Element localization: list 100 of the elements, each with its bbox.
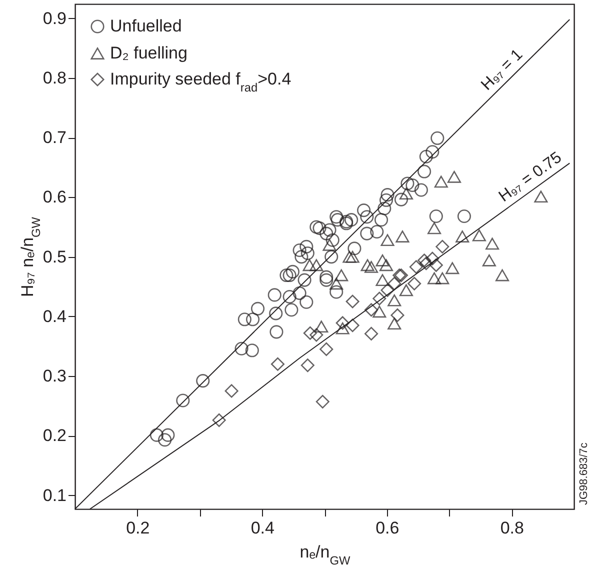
point bbox=[196, 374, 210, 388]
point bbox=[334, 269, 348, 282]
y-tick-label: 0.8 bbox=[42, 68, 66, 88]
point bbox=[380, 234, 394, 246]
y-tick-label: 0.1 bbox=[42, 486, 66, 505]
point bbox=[360, 259, 374, 272]
point bbox=[436, 272, 450, 284]
y-tick-label: 0.5 bbox=[42, 247, 66, 266]
y-tick-label: 0.7 bbox=[42, 128, 66, 148]
point bbox=[380, 283, 394, 297]
point bbox=[379, 193, 394, 207]
point bbox=[429, 209, 443, 224]
point bbox=[246, 312, 260, 326]
point bbox=[388, 294, 402, 306]
point bbox=[370, 224, 384, 239]
point bbox=[372, 306, 386, 318]
point bbox=[396, 230, 410, 242]
point bbox=[320, 270, 334, 284]
point bbox=[302, 259, 316, 272]
point bbox=[324, 250, 338, 264]
point bbox=[268, 288, 282, 302]
point bbox=[336, 316, 350, 330]
point bbox=[378, 202, 392, 216]
point bbox=[161, 428, 175, 442]
legend-label: D₂ fuelling bbox=[110, 44, 188, 62]
point bbox=[486, 238, 500, 250]
point bbox=[379, 259, 394, 272]
point bbox=[426, 252, 440, 266]
y-tick-label: 0.3 bbox=[42, 366, 66, 386]
point bbox=[282, 290, 296, 304]
point bbox=[330, 213, 344, 227]
point bbox=[326, 233, 340, 247]
point bbox=[418, 164, 432, 178]
point bbox=[238, 312, 252, 326]
point bbox=[298, 273, 312, 287]
point bbox=[419, 150, 433, 164]
point bbox=[310, 328, 324, 342]
point bbox=[342, 250, 356, 263]
point bbox=[374, 213, 388, 227]
point bbox=[457, 209, 471, 224]
point bbox=[426, 145, 440, 159]
point bbox=[294, 250, 308, 264]
point bbox=[360, 226, 374, 240]
x-tick-label: 0.2 bbox=[126, 518, 150, 538]
point bbox=[284, 303, 298, 317]
point bbox=[364, 326, 378, 340]
point bbox=[310, 259, 324, 272]
point bbox=[292, 243, 306, 257]
y-tick-label: 0.9 bbox=[42, 8, 66, 28]
point bbox=[286, 264, 300, 278]
x-tick-label: 0.6 bbox=[376, 518, 400, 538]
point bbox=[364, 303, 378, 317]
point bbox=[282, 268, 296, 282]
point bbox=[406, 178, 420, 192]
point bbox=[428, 272, 442, 284]
point bbox=[429, 258, 443, 272]
point bbox=[360, 210, 374, 224]
point bbox=[419, 256, 433, 270]
legend-label: Impurity seeded f$_{rad}$>0.4 bbox=[110, 70, 292, 94]
point bbox=[394, 192, 408, 206]
legend-label: Unfuelled bbox=[110, 16, 182, 36]
point bbox=[245, 344, 259, 358]
point bbox=[330, 278, 344, 290]
point bbox=[346, 250, 360, 263]
point bbox=[390, 308, 404, 322]
point bbox=[314, 320, 328, 333]
point bbox=[534, 190, 548, 203]
point bbox=[316, 394, 330, 408]
y-tick-label: 0.4 bbox=[42, 306, 66, 326]
point bbox=[250, 302, 265, 316]
point bbox=[434, 176, 448, 188]
point bbox=[482, 254, 496, 266]
point bbox=[312, 221, 326, 235]
point bbox=[224, 384, 238, 398]
point bbox=[344, 213, 358, 227]
point bbox=[330, 210, 344, 224]
point bbox=[418, 254, 432, 268]
point bbox=[303, 326, 317, 340]
text: H₉₇ = 1 bbox=[478, 46, 526, 94]
point bbox=[176, 394, 190, 408]
point bbox=[380, 188, 394, 202]
point bbox=[346, 318, 360, 332]
point bbox=[158, 433, 172, 447]
point bbox=[346, 294, 360, 308]
x-tick-label: 0.4 bbox=[250, 518, 274, 538]
y-tick-label: 0.2 bbox=[42, 426, 66, 446]
point bbox=[269, 306, 283, 320]
point bbox=[322, 238, 336, 251]
point bbox=[310, 220, 324, 234]
y-tick-label: 0.6 bbox=[42, 188, 66, 207]
point bbox=[472, 229, 486, 242]
point bbox=[409, 260, 423, 274]
point bbox=[428, 222, 442, 234]
point bbox=[292, 286, 306, 300]
point bbox=[348, 242, 362, 256]
point bbox=[300, 240, 314, 254]
point bbox=[330, 285, 344, 299]
point bbox=[322, 223, 336, 237]
x-tick-label: 0.8 bbox=[500, 518, 524, 538]
point bbox=[336, 322, 350, 334]
